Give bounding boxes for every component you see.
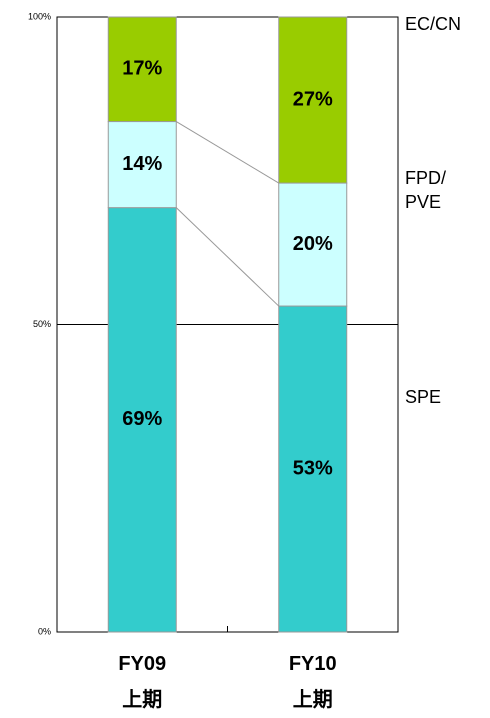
value-label: 20% bbox=[293, 233, 333, 255]
bar-segment bbox=[107, 207, 177, 633]
value-label: 27% bbox=[293, 88, 333, 110]
y-tick-label: 100% bbox=[28, 11, 51, 21]
bar-segment bbox=[107, 16, 177, 123]
legend-label: FPD/PVE bbox=[405, 168, 446, 212]
y-tick-label: 50% bbox=[33, 319, 51, 329]
value-label: 69% bbox=[122, 408, 162, 430]
legend-label: SPE bbox=[405, 387, 441, 407]
value-label: 17% bbox=[122, 58, 162, 80]
y-tick-label: 0% bbox=[38, 626, 51, 636]
connector bbox=[175, 121, 280, 184]
value-label: 53% bbox=[293, 457, 333, 479]
x-tick-label: FY10 上期 bbox=[289, 653, 337, 711]
connector bbox=[175, 207, 280, 307]
value-label: 14% bbox=[122, 153, 162, 175]
bar-segment bbox=[278, 305, 348, 633]
x-tick-label: FY09 上期 bbox=[118, 653, 166, 711]
bar-segment bbox=[278, 182, 348, 307]
legend-label: EC/CN bbox=[405, 14, 461, 34]
bar-segment bbox=[278, 16, 348, 184]
